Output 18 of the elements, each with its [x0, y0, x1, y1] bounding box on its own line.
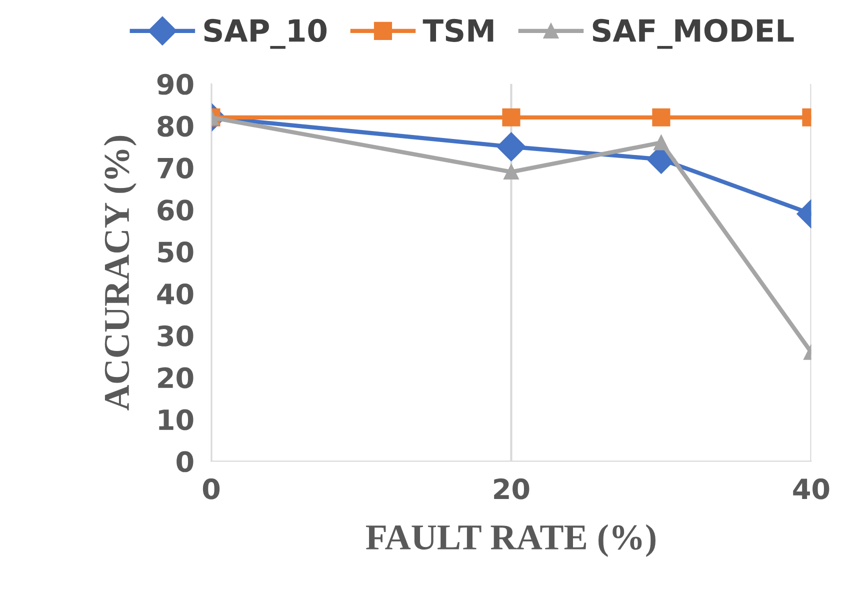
legend-label: SAP_10 — [204, 18, 327, 49]
y-tick-label: 10 — [159, 409, 194, 430]
x-tick-label: 40 — [793, 478, 830, 500]
y-tick-label: 20 — [158, 367, 194, 388]
y-axis-title: ACCURACY (%) — [104, 136, 136, 410]
y-tick-label: 40 — [157, 283, 194, 304]
y-tick-label: 70 — [158, 158, 194, 179]
x-tick-label: 0 — [202, 478, 220, 500]
x-tick-label: 20 — [494, 478, 530, 500]
y-tick-label: 80 — [158, 116, 194, 137]
y-tick-label: 0 — [176, 451, 194, 472]
legend-label: SAF_MODEL — [592, 18, 794, 49]
x-axis-title: FAULT RATE (%) — [366, 524, 656, 557]
y-tick-label: 90 — [157, 74, 194, 95]
y-tick-label: 30 — [158, 325, 194, 346]
legend-label: TSM — [422, 18, 494, 42]
y-tick-label: 50 — [158, 242, 194, 263]
y-tick-label: 60 — [158, 200, 194, 221]
